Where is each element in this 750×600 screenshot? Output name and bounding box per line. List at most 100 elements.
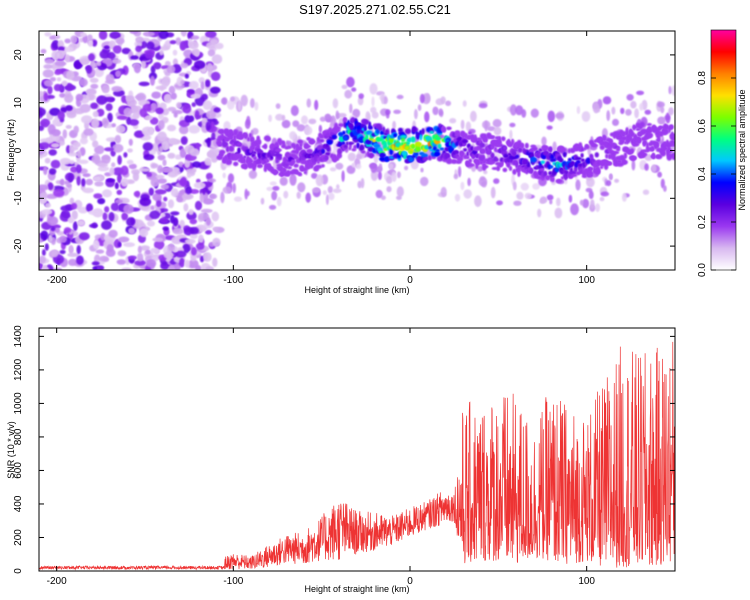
- spectral-cell: [463, 148, 468, 152]
- spectral-cell: [85, 203, 94, 213]
- spectral-cell: [188, 41, 199, 50]
- spectral-cell: [43, 79, 54, 87]
- spectral-cell: [128, 119, 139, 126]
- spectral-cell: [657, 101, 665, 108]
- spectral-cell: [388, 163, 394, 170]
- spectral-cell: [48, 234, 53, 243]
- spectral-cell: [79, 78, 88, 87]
- spectral-cell: [40, 230, 49, 241]
- spectral-cell: [102, 212, 108, 221]
- spectral-cell: [92, 140, 99, 148]
- spectral-cell: [120, 197, 130, 204]
- spectral-cell: [449, 118, 457, 124]
- spectral-cell: [83, 128, 94, 136]
- spectral-cell: [159, 167, 171, 173]
- spectral-cell: [478, 103, 488, 109]
- spectral-cell: [155, 107, 164, 115]
- spectral-cell: [530, 144, 537, 148]
- spectral-cell: [206, 137, 211, 148]
- spectral-cell: [159, 49, 164, 56]
- spectral-cell: [237, 99, 242, 112]
- spectral-cell: [636, 137, 642, 144]
- spectral-cell: [308, 118, 317, 125]
- spectral-cell: [352, 108, 361, 118]
- spectral-cell: [270, 155, 274, 160]
- spectral-cell: [606, 110, 611, 122]
- spectral-cell: [365, 133, 369, 140]
- spectral-cell: [547, 110, 556, 123]
- spectral-cell: [370, 163, 377, 174]
- spectral-cell: [634, 108, 639, 119]
- spectral-cell: [297, 139, 304, 144]
- spectral-cell: [374, 143, 381, 149]
- spectral-cell: [442, 126, 447, 133]
- spectral-cell: [304, 126, 313, 136]
- spectral-cell: [596, 170, 601, 175]
- spectral-cell: [379, 152, 386, 158]
- spectral-cell: [423, 156, 429, 161]
- spectral-cell: [133, 191, 141, 197]
- spectral-cell: [59, 157, 71, 165]
- spectral-cell: [355, 153, 363, 160]
- spectral-cell: [588, 190, 594, 200]
- spectral-cell: [647, 132, 654, 139]
- spectral-cell: [133, 63, 141, 74]
- spectral-cell: [359, 136, 365, 143]
- spectral-cell: [252, 164, 257, 172]
- spectral-cell: [630, 148, 635, 154]
- spectral-cell: [644, 152, 648, 156]
- x-tick-label: 0: [407, 275, 413, 286]
- spectral-cell: [44, 243, 49, 251]
- spectral-cell: [160, 212, 166, 218]
- spectral-cell: [630, 100, 637, 109]
- spectral-cell: [65, 82, 73, 92]
- spectral-cell: [51, 39, 60, 50]
- spectral-cell: [111, 58, 122, 64]
- spectral-cell: [383, 156, 390, 163]
- spectral-cell: [266, 137, 271, 142]
- spectral-cell: [91, 261, 100, 266]
- spectral-cell: [651, 164, 657, 173]
- spectral-cell: [173, 112, 178, 118]
- spectral-cell: [101, 154, 111, 165]
- spectral-cell: [573, 166, 578, 173]
- spectral-cell: [432, 146, 437, 151]
- spectral-cell: [146, 41, 155, 50]
- spectral-cell: [343, 135, 349, 141]
- spectral-cell: [170, 92, 177, 100]
- y-tick-label: -20: [13, 238, 24, 253]
- spectral-cell: [326, 139, 333, 145]
- spectral-cell: [250, 98, 255, 109]
- spectral-cell: [594, 152, 599, 158]
- spectral-cell: [329, 132, 336, 136]
- spectral-cell: [200, 81, 205, 90]
- x-tick-label: -100: [223, 275, 243, 286]
- spectral-cell: [175, 37, 182, 46]
- spectral-cell: [665, 112, 671, 124]
- spectral-cell: [39, 192, 48, 199]
- spectral-cell: [157, 119, 165, 130]
- spectral-cell: [411, 126, 417, 133]
- spectral-cell: [206, 63, 213, 72]
- spectral-cell: [625, 109, 632, 116]
- x-tick-label: -100: [223, 576, 243, 587]
- spectral-cell: [493, 126, 502, 136]
- spectral-cell: [41, 197, 48, 204]
- spectral-cell: [343, 144, 348, 149]
- spectral-cell: [40, 118, 51, 128]
- spectral-cell: [57, 46, 66, 51]
- snr-series-line: [39, 341, 675, 571]
- spectral-cell: [212, 226, 219, 232]
- spectral-cell: [336, 184, 340, 190]
- top-y-axis: -20 -10 0 10 20: [13, 49, 675, 253]
- spectral-cell: [92, 240, 100, 250]
- spectral-cell: [605, 153, 609, 159]
- spectral-cell: [205, 121, 212, 131]
- spectral-cell: [160, 184, 170, 190]
- spectral-cell: [99, 255, 109, 262]
- spectral-cell: [453, 173, 459, 180]
- spectral-cell: [367, 125, 374, 130]
- spectral-cell: [184, 114, 195, 123]
- spectral-cell: [580, 153, 584, 158]
- spectral-cell: [273, 169, 278, 175]
